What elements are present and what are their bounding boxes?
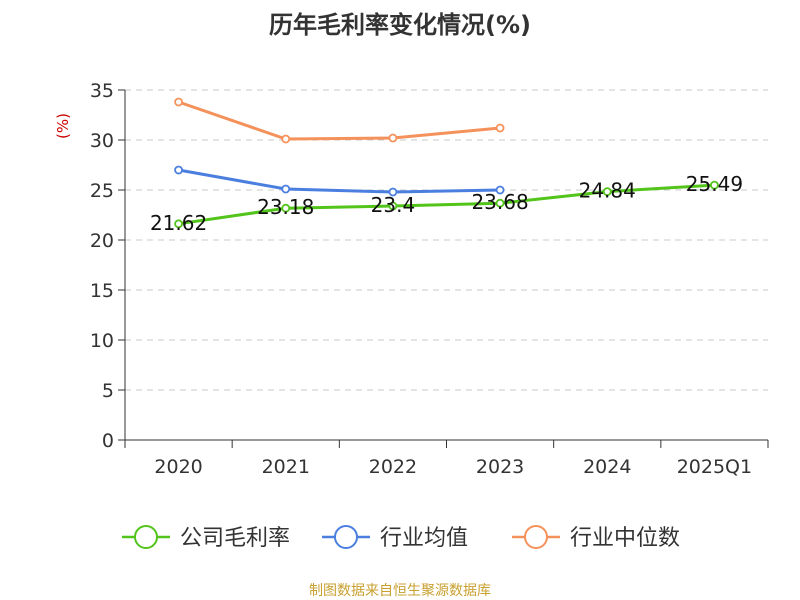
chart-title: 历年毛利率变化情况(%) [269, 11, 531, 39]
y-tick-label: 0 [102, 430, 114, 452]
data-point [602, 187, 612, 197]
data-labels: 21.62 23.18 23.4 23.68 24.84 25.49 [150, 172, 743, 235]
data-point [388, 133, 398, 143]
y-tick-label: 25 [90, 180, 114, 202]
data-label: 21.62 [150, 211, 207, 235]
grid-lines [125, 89, 768, 391]
legend-item[interactable]: 公司毛利率 [122, 525, 290, 551]
legend-marker [134, 525, 158, 549]
data-point [388, 201, 398, 211]
y-axis-label: (%) [54, 113, 72, 139]
data-point [281, 134, 291, 144]
x-tick-label: 2022 [369, 456, 417, 478]
data-label: 25.49 [686, 172, 743, 196]
data-point [388, 187, 398, 197]
data-point [174, 219, 183, 229]
y-tick-label: 5 [102, 380, 114, 402]
y-tick-label: 35 [90, 80, 114, 102]
data-label: 23.4 [371, 193, 416, 217]
y-tick-label: 15 [90, 280, 114, 302]
series-line [178, 168, 501, 194]
y-tick-label: 30 [90, 130, 114, 152]
data-point [281, 184, 291, 194]
legend-item[interactable]: 行业均值 [322, 525, 468, 551]
legend: 公司毛利率 行业均值 行业中位数 [122, 525, 680, 551]
legend-marker [334, 525, 358, 549]
series-line [178, 100, 501, 141]
series-layer [174, 97, 719, 229]
data-point [710, 180, 719, 190]
data-point [495, 198, 505, 208]
x-tick-label: 2025Q1 [677, 456, 752, 478]
data-point [495, 185, 505, 195]
legend-label: 行业中位数 [570, 526, 680, 551]
data-point [174, 165, 183, 175]
y-tick-label: 10 [90, 330, 114, 352]
data-point [495, 123, 505, 133]
data-label: 24.84 [579, 179, 636, 203]
data-label: 23.18 [257, 195, 314, 219]
source-note: 制图数据来自恒生聚源数据库 [309, 583, 491, 599]
x-tick-label: 2021 [262, 456, 310, 478]
data-label: 23.68 [471, 190, 528, 214]
x-tick-label: 2024 [583, 456, 631, 478]
data-point [174, 97, 183, 107]
data-point [281, 203, 291, 213]
x-tick-label: 2020 [154, 456, 202, 478]
legend-marker [524, 525, 548, 549]
legend-label: 公司毛利率 [180, 526, 290, 551]
x-tick-label: 2023 [476, 456, 524, 478]
y-tick-label: 20 [90, 230, 114, 252]
legend-item[interactable]: 行业中位数 [512, 525, 680, 551]
legend-label: 行业均值 [380, 526, 468, 551]
axes: 0 5 10 15 20 25 30 35 2020 2021 2022 2023 2024 2025Q1 [90, 80, 769, 478]
series-line [178, 183, 715, 226]
